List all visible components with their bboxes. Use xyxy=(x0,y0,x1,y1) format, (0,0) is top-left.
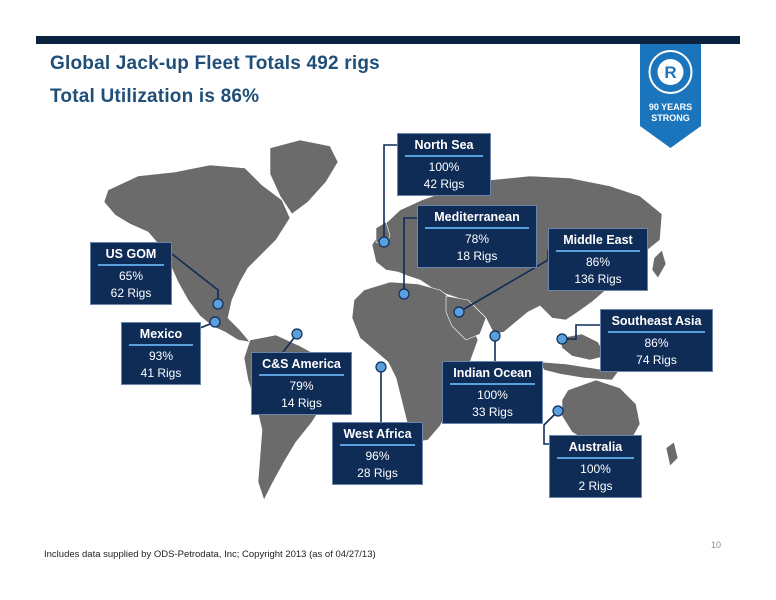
new-zealand-landmass xyxy=(665,441,679,467)
north-america-landmass xyxy=(103,164,291,343)
southeast-asia-islands xyxy=(559,333,607,361)
region-rig-count: 42 Rigs xyxy=(423,177,465,191)
region-utilization: 65% xyxy=(118,269,144,283)
marker-west-africa xyxy=(375,361,387,373)
page-subtitle: Total Utilization is 86% xyxy=(50,86,260,107)
svg-text:STRONG: STRONG xyxy=(651,113,690,123)
page-number: 10 xyxy=(711,540,722,550)
leader-line-southeast-asia xyxy=(562,324,600,340)
region-utilization: 100% xyxy=(428,160,460,174)
region-rig-count: 18 Rigs xyxy=(456,249,498,263)
region-name: US GOM xyxy=(98,247,164,266)
region-name: Mexico xyxy=(129,327,193,346)
marker-mexico xyxy=(209,316,221,328)
region-name: Indian Ocean xyxy=(450,366,535,385)
region-box-australia: Australia 100% 2 Rigs xyxy=(549,435,642,498)
leader-line-australia xyxy=(543,410,559,445)
region-box-indian-ocean: Indian Ocean 100% 33 Rigs xyxy=(442,361,543,424)
marker-australia xyxy=(552,405,564,417)
region-rig-count: 74 Rigs xyxy=(636,353,677,367)
region-utilization: 100% xyxy=(580,462,611,476)
marker-southeast-asia xyxy=(556,333,568,345)
leader-line-north-sea xyxy=(383,144,398,239)
region-utilization: 86% xyxy=(585,255,611,269)
region-name: Southeast Asia xyxy=(608,314,705,333)
region-name: Mediterranean xyxy=(425,210,529,229)
marker-cs-america xyxy=(291,328,303,340)
region-box-southeast-asia: Southeast Asia 86% 74 Rigs xyxy=(600,309,713,372)
svg-text:90 YEARS: 90 YEARS xyxy=(649,102,692,112)
region-rig-count: 33 Rigs xyxy=(472,405,513,419)
region-name: Middle East xyxy=(556,233,640,252)
region-utilization: 78% xyxy=(464,232,490,246)
region-utilization: 100% xyxy=(477,388,508,402)
marker-us-gom xyxy=(212,298,224,310)
leader-line-us-gom xyxy=(171,253,219,302)
region-box-north-sea: North Sea 100% 42 Rigs xyxy=(397,133,491,196)
region-rig-count: 41 Rigs xyxy=(140,366,182,380)
region-box-cs-america: C&S America 79% 14 Rigs xyxy=(251,352,352,415)
source-footnote: Includes data supplied by ODS-Petrodata,… xyxy=(44,549,376,560)
marker-north-sea xyxy=(378,236,390,248)
region-utilization: 79% xyxy=(289,379,314,393)
region-box-us-gom: US GOM 65% 62 Rigs xyxy=(90,242,172,305)
region-box-west-africa: West Africa 96% 28 Rigs xyxy=(332,422,423,485)
region-rig-count: 136 Rigs xyxy=(574,272,622,286)
svg-text:R: R xyxy=(664,63,676,82)
arabian-peninsula-landmass xyxy=(445,295,487,341)
region-rig-count: 62 Rigs xyxy=(110,286,152,300)
region-rig-count: 14 Rigs xyxy=(281,396,322,410)
region-name: C&S America xyxy=(259,357,344,376)
region-name: Australia xyxy=(557,440,634,459)
header-bar xyxy=(36,36,740,44)
region-utilization: 96% xyxy=(365,449,390,463)
region-rig-count: 28 Rigs xyxy=(357,466,398,480)
region-rig-count: 2 Rigs xyxy=(578,479,613,493)
region-utilization: 86% xyxy=(644,336,669,350)
region-box-mexico: Mexico 93% 41 Rigs xyxy=(121,322,201,385)
region-box-middle-east: Middle East 86% 136 Rigs xyxy=(548,228,648,291)
greenland-landmass xyxy=(269,139,339,215)
japan-landmass xyxy=(651,249,667,279)
company-logo-badge: R 90 YEARS STRONG xyxy=(640,44,701,148)
region-box-mediterranean: Mediterranean 78% 18 Rigs xyxy=(417,205,537,268)
leader-line-mediterranean xyxy=(403,217,418,293)
region-name: North Sea xyxy=(405,138,483,157)
page-title: Global Jack-up Fleet Totals 492 rigs xyxy=(50,53,380,74)
marker-middle-east xyxy=(453,306,465,318)
region-name: West Africa xyxy=(340,427,415,446)
marker-mediterranean xyxy=(398,288,410,300)
marker-indian-ocean xyxy=(489,330,501,342)
region-utilization: 93% xyxy=(148,349,174,363)
indonesia-islands xyxy=(539,361,619,381)
